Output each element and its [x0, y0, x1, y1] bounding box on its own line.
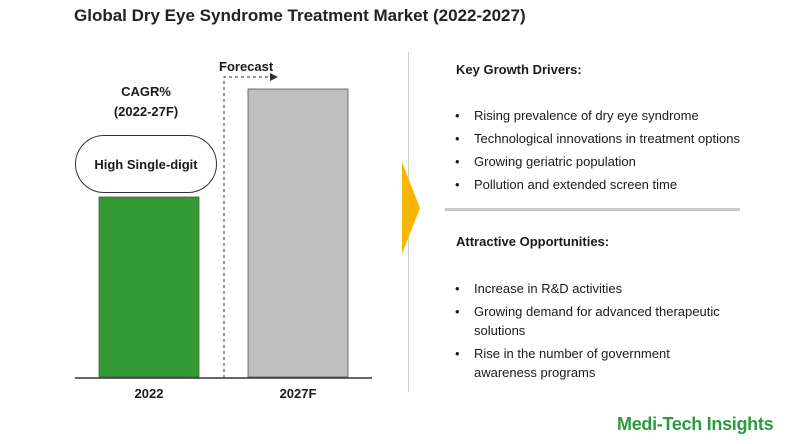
bar-2027f [247, 88, 349, 378]
opportunities-list: Increase in R&D activities Growing deman… [454, 279, 734, 382]
driver-item: Pollution and extended screen time [454, 175, 754, 194]
cagr-title-line-1: CAGR% [121, 84, 171, 99]
cagr-value-badge: High Single-digit [75, 135, 217, 193]
driver-item: Growing geriatric population [454, 152, 754, 171]
chart-title: Global Dry Eye Syndrome Treatment Market… [74, 6, 526, 25]
drivers-list: Rising prevalence of dry eye syndrome Te… [454, 106, 754, 194]
forecast-label: Forecast [219, 59, 274, 74]
driver-item: Technological innovations in treatment o… [454, 129, 754, 148]
section-divider [445, 208, 740, 211]
brand-logo: Medi-Tech Insights [617, 414, 774, 434]
x-tick-2022: 2022 [134, 386, 164, 401]
opportunities-heading: Attractive Opportunities: [456, 234, 610, 249]
bar-2022 [98, 196, 200, 378]
driver-item: Rising prevalence of dry eye syndrome [454, 106, 754, 125]
forecast-arrow-icon [270, 73, 278, 81]
forecast-bracket [223, 76, 270, 378]
x-tick-2027f: 2027F [279, 386, 317, 401]
cagr-title-line-2: (2022-27F) [113, 104, 179, 119]
opportunity-item: Increase in R&D activities [454, 279, 734, 298]
arrow-right-icon [402, 162, 420, 254]
drivers-heading: Key Growth Drivers: [456, 62, 582, 77]
opportunity-item: Growing demand for advanced therapeutic … [454, 302, 734, 340]
cagr-title: CAGR% (2022-27F) [100, 82, 192, 122]
opportunity-item: Rise in the number of government awarene… [454, 344, 734, 382]
